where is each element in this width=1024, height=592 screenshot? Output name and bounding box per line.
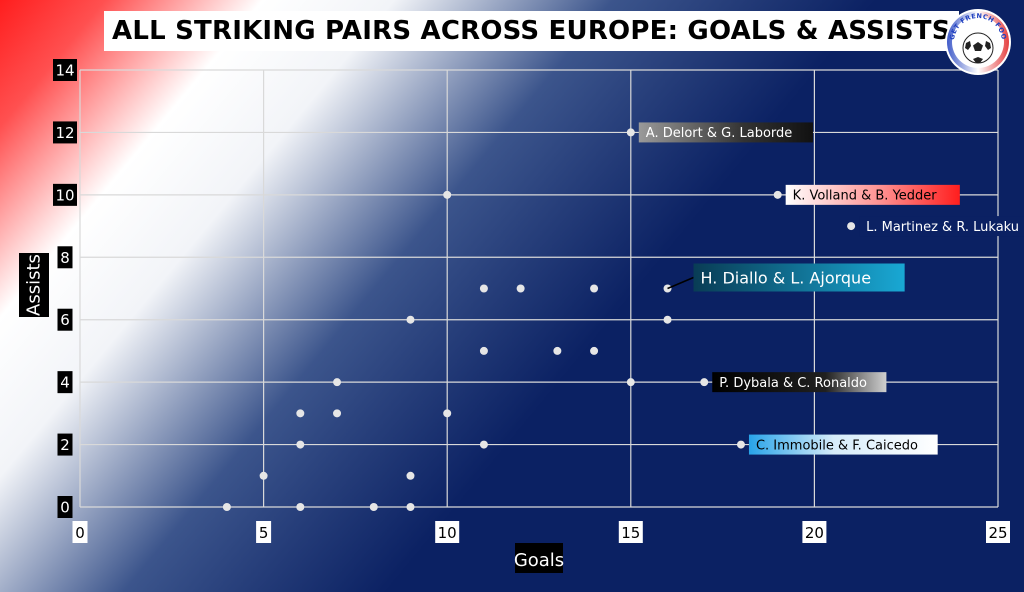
annotation-leader-line [667, 276, 694, 290]
y-tick-label: 12 [55, 124, 74, 142]
data-point [590, 346, 599, 355]
annotation-label: L. Martinez & R. Lukaku [866, 220, 1019, 235]
y-tick-label-box [57, 433, 73, 456]
grid-lines [79, 69, 999, 508]
x-tick-label: 20 [805, 524, 824, 542]
data-point [700, 378, 709, 387]
data-point [516, 284, 525, 293]
annotation-label-box [638, 122, 813, 143]
data-point [296, 503, 305, 511]
data-point [590, 284, 599, 293]
y-tick-label-box [53, 121, 77, 144]
annotation-label-box [859, 216, 1024, 237]
annotation-label: P. Dybala & C. Ronaldo [719, 376, 867, 391]
x-axis-label-box [515, 543, 563, 573]
y-tick-label-box [57, 496, 73, 518]
x-tick-label-box [618, 521, 643, 543]
y-tick-label: 14 [55, 62, 74, 80]
data-point [847, 222, 856, 231]
axes: 0 5 10 15 20 25 0 2 4 6 8 10 12 14 Goals Assists [19, 59, 1010, 573]
data-point [369, 503, 378, 511]
data-point [736, 440, 745, 449]
y-tick-label: 6 [60, 311, 70, 329]
data-point [406, 503, 415, 511]
data-point [296, 409, 305, 418]
x-tick-label: 0 [75, 524, 85, 542]
y-tick-label-box [53, 183, 77, 206]
y-tick-label: 2 [60, 436, 70, 454]
annotation-label: C. Immobile & F. Caicedo [756, 438, 918, 453]
annotation-label-box [693, 263, 905, 292]
y-tick-label-box [57, 371, 73, 394]
data-point [626, 128, 635, 137]
x-tick-label-box [802, 521, 827, 543]
chart-title: ALL STRIKING PAIRS ACROSS EUROPE: GOALS … [112, 16, 951, 46]
x-tick-label-box [435, 521, 460, 543]
x-axis-label: Goals [514, 550, 564, 571]
x-tick-label: 15 [621, 524, 640, 542]
data-point [443, 409, 452, 418]
data-point [406, 471, 415, 480]
annotations: A. Delort & G. Laborde K. Volland & B. Ye… [638, 122, 1024, 455]
data-point [406, 315, 415, 324]
y-tick-label: 0 [60, 499, 70, 517]
data-point [259, 471, 268, 480]
annotation-label: K. Volland & B. Yedder [793, 189, 938, 204]
data-points [222, 128, 856, 511]
annotation-label: H. Diallo & L. Ajorque [701, 268, 872, 287]
x-tick-label: 10 [438, 524, 457, 542]
x-tick-label-box [986, 521, 1010, 543]
data-point [333, 409, 342, 418]
data-point [333, 378, 342, 387]
y-tick-label-box [57, 308, 73, 331]
data-point [479, 346, 488, 355]
x-tick-label: 5 [259, 524, 269, 542]
annotation-label: A. Delort & G. Laborde [646, 126, 792, 141]
data-point [296, 440, 305, 449]
y-tick-label-box [57, 246, 73, 269]
data-point [222, 503, 231, 511]
y-axis-label: Assists [24, 254, 45, 316]
annotation-label-box [712, 372, 887, 393]
x-tick-label-box [72, 521, 88, 543]
y-axis-label-box [19, 253, 49, 317]
y-tick-label: 4 [60, 374, 70, 392]
data-point [479, 284, 488, 293]
y-tick-label: 10 [55, 186, 74, 204]
data-point [553, 346, 562, 355]
data-point [443, 190, 452, 199]
chart-title-box: ALL STRIKING PAIRS ACROSS EUROPE: GOALS … [104, 11, 959, 51]
data-point [626, 378, 635, 387]
y-tick-label: 8 [60, 249, 70, 267]
data-point [773, 190, 782, 199]
data-point [663, 315, 672, 324]
x-tick-label-box [256, 521, 272, 543]
annotation-label-box [748, 434, 938, 455]
x-tick-label: 25 [988, 524, 1007, 542]
annotation-label-box [785, 184, 960, 205]
gffn-logo: GET FRENCH FOOTBALL NEWS [944, 8, 1011, 75]
y-tick-label-box [53, 59, 77, 81]
data-point [479, 440, 488, 449]
